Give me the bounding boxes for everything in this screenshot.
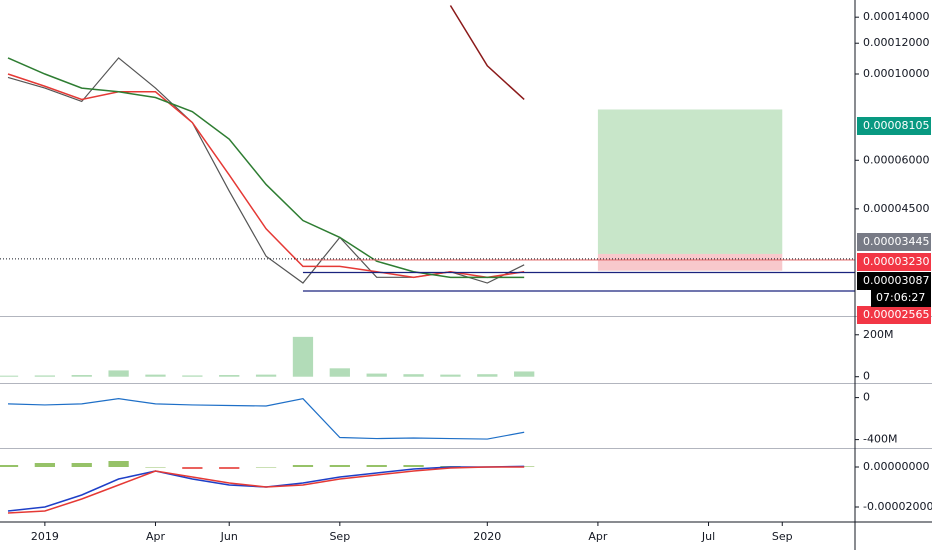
volume-bar	[477, 374, 498, 377]
y-tick-label: 0	[863, 370, 870, 383]
price-label-box	[857, 233, 931, 251]
volume-bar	[219, 375, 240, 377]
volume-bar	[145, 374, 166, 377]
countdown: 07:06:27	[876, 291, 925, 304]
x-tick-label: 2019	[31, 530, 59, 543]
price-label-box	[857, 253, 931, 271]
countdown-box	[871, 289, 931, 307]
price-label-box	[857, 117, 931, 135]
volume-bar	[514, 371, 535, 377]
histogram-bar	[403, 465, 424, 467]
y-tick-label: 0	[863, 391, 870, 404]
histogram-bar	[0, 465, 19, 467]
x-tick-label: Jul	[701, 530, 715, 543]
y-tick-label: 200M	[863, 328, 894, 341]
y-tick-label: -0.00002000	[863, 500, 932, 513]
price-label: 0.00002565	[863, 308, 929, 321]
price-label: 0.00003087	[863, 274, 929, 287]
volume-bar	[292, 336, 314, 377]
volume-bar	[34, 375, 56, 377]
histogram-bar	[108, 461, 129, 467]
volume-bar	[71, 375, 92, 377]
price-label-box	[857, 306, 931, 324]
y-tick-label: 0.00000000	[863, 460, 929, 473]
volume-bar	[255, 374, 277, 377]
histogram-bar	[182, 467, 203, 469]
histogram-bar	[145, 467, 166, 468]
histogram-bar	[34, 463, 56, 467]
volume-bar	[329, 368, 350, 377]
x-tick-label: Sep	[772, 530, 793, 543]
histogram-bar	[71, 463, 92, 467]
volume-bar	[403, 374, 424, 377]
series-line	[7, 466, 525, 514]
stop-zone	[597, 253, 783, 271]
price-label-box	[857, 272, 931, 290]
x-tick-label: Apr	[146, 530, 166, 543]
volume-bar	[0, 375, 19, 377]
volume-bar	[440, 374, 461, 377]
y-tick-label: 0.00006000	[863, 153, 929, 166]
x-tick-label: Apr	[588, 530, 608, 543]
x-tick-label: Jun	[220, 530, 238, 543]
y-tick-label: 0.00012000	[863, 36, 929, 49]
x-tick-label: Sep	[329, 530, 350, 543]
price-label: 0.00003230	[863, 255, 929, 268]
series-line	[7, 73, 525, 279]
target-zone	[597, 109, 783, 254]
histogram-bar	[329, 465, 350, 467]
price-label: 0.00008105	[863, 119, 929, 132]
y-tick-label: 0.00014000	[863, 10, 929, 23]
histogram-bar	[292, 465, 314, 467]
y-tick-label: 0.00010000	[863, 67, 929, 80]
volume-bar	[108, 370, 129, 377]
price-label: 0.00003445	[863, 235, 929, 248]
histogram-bar	[366, 465, 387, 467]
volume-bar	[366, 373, 387, 377]
x-tick-label: 2020	[473, 530, 501, 543]
series-line	[7, 397, 525, 440]
y-tick-label: 0.00004500	[863, 202, 929, 215]
volume-bar	[182, 375, 203, 377]
histogram-bar	[255, 467, 277, 468]
y-tick-label: -400M	[863, 433, 897, 446]
series-line	[7, 57, 525, 279]
histogram-bar	[219, 467, 240, 469]
series-line	[449, 5, 525, 101]
